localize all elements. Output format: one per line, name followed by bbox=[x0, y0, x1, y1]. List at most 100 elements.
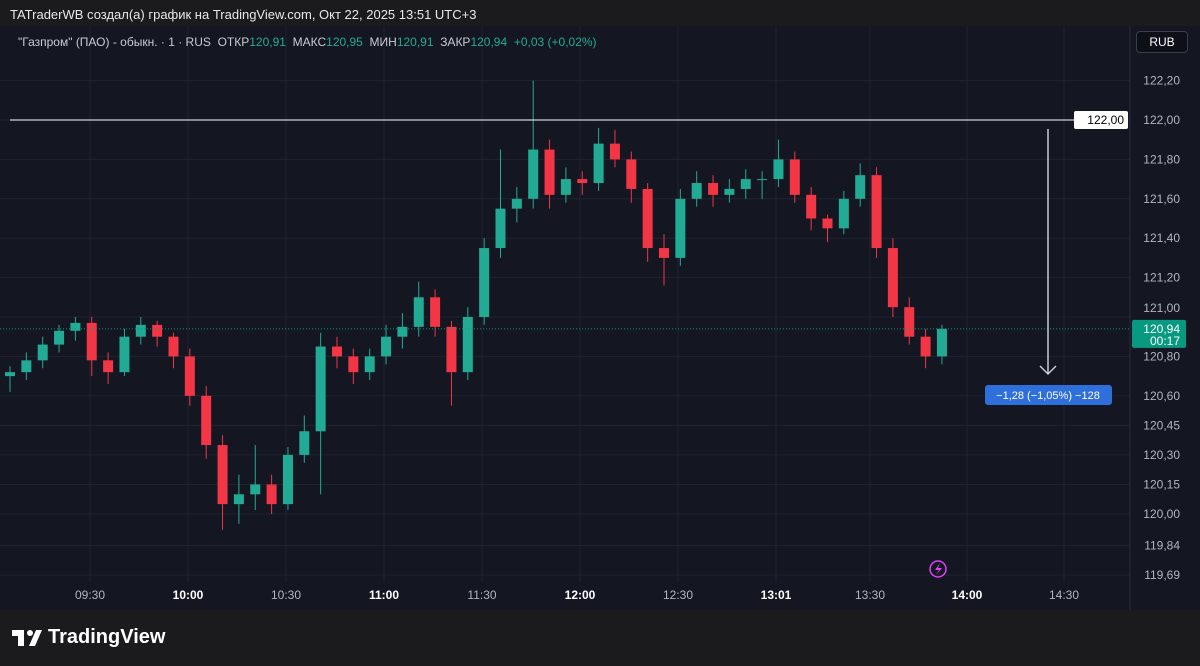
candle-body bbox=[675, 198, 686, 258]
chart-area[interactable] bbox=[0, 26, 1200, 610]
measure-label-box bbox=[985, 385, 1112, 405]
candle-body bbox=[560, 179, 571, 195]
time-axis-label: 13:01 bbox=[761, 588, 792, 602]
time-axis-label: 09:30 bbox=[75, 588, 105, 602]
horizontal-line-badge bbox=[1074, 111, 1128, 129]
lightning-bolt-icon bbox=[935, 563, 942, 575]
candle-body bbox=[119, 336, 130, 373]
lightning-icon bbox=[929, 560, 947, 578]
candle-body bbox=[724, 188, 735, 195]
candle-body bbox=[871, 175, 882, 249]
candle-body bbox=[152, 324, 163, 337]
time-axis-label: 10:00 bbox=[173, 588, 204, 602]
open-label: ОТКР bbox=[217, 35, 250, 49]
candle-body bbox=[806, 194, 817, 219]
price-axis-label: 120,15 bbox=[1143, 477, 1180, 491]
candle-body bbox=[348, 356, 359, 373]
candle-body bbox=[642, 188, 653, 249]
candle-body bbox=[904, 307, 915, 337]
high-value: 120,95 bbox=[326, 35, 363, 49]
time-axis-label: 14:30 bbox=[1049, 588, 1079, 602]
high-label: МАКС bbox=[292, 35, 327, 49]
last-price-value: 120,94 bbox=[1143, 322, 1180, 336]
candle-body bbox=[103, 360, 114, 373]
time-axis-label: 11:30 bbox=[467, 588, 496, 602]
candle-body bbox=[282, 454, 293, 505]
price-axis-label: 120,00 bbox=[1143, 507, 1180, 521]
candle-body bbox=[135, 324, 146, 337]
candle-body bbox=[364, 356, 375, 373]
time-axis-label: 14:00 bbox=[952, 588, 983, 602]
candle-body bbox=[54, 330, 65, 345]
time-axis-label: 12:30 bbox=[663, 588, 693, 602]
candle-body bbox=[773, 159, 784, 180]
price-axis-label: 122,00 bbox=[1143, 113, 1180, 127]
time-axis-label: 13:30 bbox=[855, 588, 885, 602]
price-axis-label: 122,20 bbox=[1143, 74, 1180, 88]
candle-body bbox=[708, 183, 719, 195]
candle-body bbox=[5, 372, 15, 377]
price-axis-label: 120,30 bbox=[1143, 448, 1180, 462]
low-value: 120,91 bbox=[396, 35, 434, 49]
candle-body bbox=[789, 159, 800, 195]
symbol-name[interactable]: "Газпром" (ПАО) - обыкн. · 1 · RUS bbox=[18, 35, 211, 49]
candle-body bbox=[822, 218, 833, 229]
candle-body bbox=[299, 431, 310, 455]
candle-body bbox=[544, 149, 555, 195]
countdown: 00:17 bbox=[1150, 334, 1180, 348]
low-label: МИН bbox=[369, 35, 397, 49]
candle-body bbox=[446, 326, 457, 373]
currency-button[interactable]: RUB bbox=[1136, 31, 1188, 53]
close-label: ЗАКР bbox=[440, 35, 471, 49]
candle-body bbox=[413, 297, 424, 327]
candle-body bbox=[855, 175, 866, 199]
time-axis-label: 11:00 bbox=[369, 588, 399, 602]
price-axis-label: 120,80 bbox=[1143, 349, 1180, 363]
candle-body bbox=[184, 356, 195, 396]
symbol-legend: "Газпром" (ПАО) - обыкн. · 1 · RUS ОТКР1… bbox=[18, 35, 597, 49]
candle-body bbox=[479, 248, 490, 317]
time-axis-label: 10:30 bbox=[271, 588, 301, 602]
candle-body bbox=[332, 346, 342, 357]
candle-body bbox=[201, 395, 212, 446]
candle-body bbox=[609, 143, 620, 160]
candle-body bbox=[86, 322, 97, 361]
candle-body bbox=[315, 346, 326, 432]
candle-body bbox=[21, 360, 32, 373]
chart-attribution: TATraderWB создал(а) график на TradingVi… bbox=[10, 7, 477, 22]
candle-body bbox=[250, 484, 261, 495]
candle-body bbox=[217, 445, 228, 505]
price-axis-label: 121,60 bbox=[1143, 192, 1180, 206]
candle-body bbox=[381, 336, 392, 357]
candle-body bbox=[691, 183, 702, 199]
candle-body bbox=[920, 336, 931, 357]
candle-body bbox=[430, 297, 441, 327]
candle-body bbox=[168, 336, 179, 357]
candle-body bbox=[397, 326, 408, 337]
candle-body bbox=[70, 322, 81, 331]
time-axis-label: 12:00 bbox=[565, 588, 596, 602]
open-value: 120,91 bbox=[249, 35, 286, 49]
change-value: +0,03 (+0,02%) bbox=[513, 35, 597, 49]
candle-body bbox=[838, 198, 849, 229]
candle-body bbox=[577, 179, 588, 184]
tradingview-logo[interactable]: TradingView bbox=[12, 626, 165, 649]
candle-body bbox=[37, 344, 48, 361]
candle-body bbox=[936, 328, 947, 357]
tradingview-logo-icon bbox=[12, 629, 42, 646]
candle-body bbox=[740, 179, 751, 189]
last-price-badge bbox=[1132, 319, 1186, 348]
price-axis-label: 120,45 bbox=[1143, 418, 1180, 432]
price-axis-label: 120,60 bbox=[1143, 389, 1180, 403]
candle-body bbox=[887, 248, 898, 308]
candle-body bbox=[626, 159, 637, 189]
horizontal-line-label: 122,00 bbox=[1087, 113, 1124, 127]
candle-body bbox=[593, 143, 604, 184]
price-axis-label: 121,40 bbox=[1143, 231, 1180, 245]
price-axis-label: 119,84 bbox=[1144, 539, 1180, 553]
candle-body bbox=[233, 494, 244, 505]
measure-label: −1,28 (−1,05%) −128 bbox=[996, 390, 1100, 402]
candle-body bbox=[528, 149, 539, 199]
candle-body bbox=[462, 317, 473, 373]
